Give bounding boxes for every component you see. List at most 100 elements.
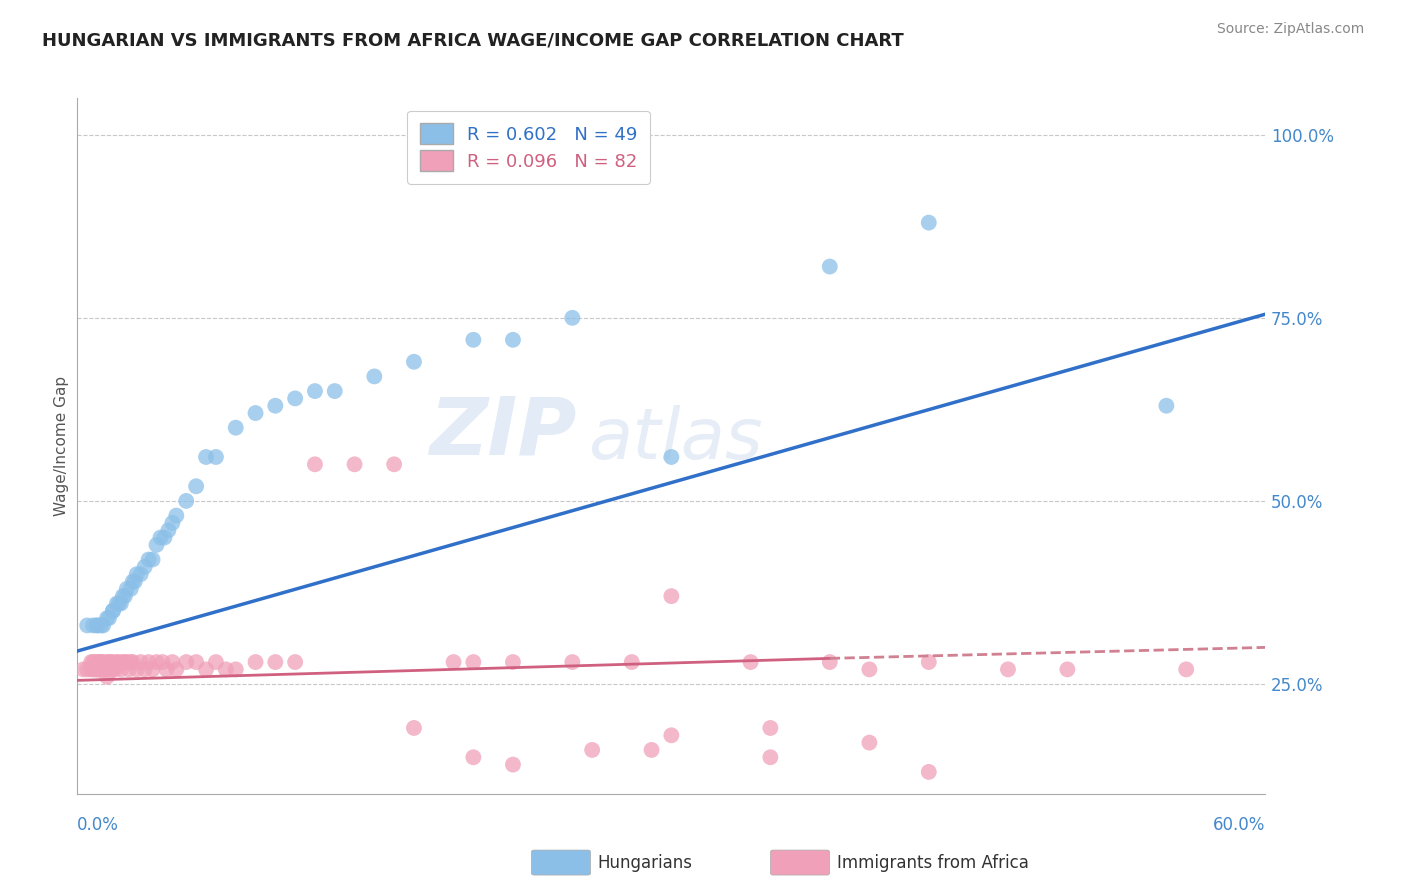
Point	[86, 662, 108, 676]
Point	[186, 479, 208, 493]
Point	[561, 310, 583, 325]
Point	[80, 662, 103, 676]
Point	[759, 721, 782, 735]
Text: 0.0%: 0.0%	[77, 816, 120, 834]
Point	[120, 655, 142, 669]
Point	[620, 655, 643, 669]
Point	[205, 655, 228, 669]
Point	[463, 655, 485, 669]
Point	[502, 333, 524, 347]
Point	[114, 655, 136, 669]
Point	[101, 604, 124, 618]
Point	[818, 260, 841, 274]
Point	[997, 662, 1019, 676]
Point	[129, 655, 152, 669]
Point	[82, 655, 104, 669]
Point	[759, 750, 782, 764]
Point	[72, 662, 94, 676]
Point	[86, 662, 108, 676]
Point	[581, 743, 603, 757]
Point	[284, 655, 307, 669]
Point	[118, 662, 141, 676]
Point	[98, 611, 121, 625]
Point	[90, 618, 112, 632]
Point	[86, 618, 108, 632]
Point	[115, 655, 138, 669]
Point	[165, 662, 187, 676]
Point	[402, 355, 425, 369]
Text: Source: ZipAtlas.com: Source: ZipAtlas.com	[1216, 22, 1364, 37]
Text: Hungarians: Hungarians	[598, 854, 693, 871]
Point	[402, 721, 425, 735]
Point	[1056, 662, 1078, 676]
Point	[96, 670, 118, 684]
Point	[100, 655, 122, 669]
Point	[284, 392, 307, 406]
Point	[86, 662, 108, 676]
Point	[304, 384, 326, 398]
Point	[110, 597, 132, 611]
Point	[323, 384, 346, 398]
Point	[125, 662, 148, 676]
Point	[138, 655, 160, 669]
Point	[115, 582, 138, 596]
Point	[149, 531, 172, 545]
Point	[661, 589, 683, 603]
Point	[225, 662, 247, 676]
Point	[174, 655, 197, 669]
Point	[108, 655, 131, 669]
Point	[87, 662, 110, 676]
Point	[205, 450, 228, 464]
Point	[91, 655, 114, 669]
Y-axis label: Wage/Income Gap: Wage/Income Gap	[53, 376, 69, 516]
Point	[186, 655, 208, 669]
Point	[76, 662, 98, 676]
Point	[740, 655, 762, 669]
Point	[120, 582, 142, 596]
Point	[98, 655, 121, 669]
Point	[87, 655, 110, 669]
Point	[86, 618, 108, 632]
Point	[858, 736, 880, 750]
Point	[215, 662, 238, 676]
Point	[153, 531, 176, 545]
Text: Immigrants from Africa: Immigrants from Africa	[837, 854, 1028, 871]
Point	[174, 494, 197, 508]
Point	[124, 574, 146, 589]
Point	[561, 655, 583, 669]
Point	[108, 597, 131, 611]
Point	[101, 655, 124, 669]
Point	[343, 458, 366, 472]
Legend: R = 0.602   N = 49, R = 0.096   N = 82: R = 0.602 N = 49, R = 0.096 N = 82	[408, 111, 650, 184]
Point	[90, 655, 112, 669]
Point	[96, 611, 118, 625]
Point	[101, 604, 124, 618]
Point	[80, 655, 103, 669]
Point	[502, 757, 524, 772]
Point	[918, 216, 941, 230]
Point	[142, 552, 165, 566]
Point	[918, 655, 941, 669]
Point	[152, 655, 174, 669]
Point	[82, 618, 104, 632]
Point	[1156, 399, 1178, 413]
Point	[443, 655, 465, 669]
Point	[94, 662, 117, 676]
Point	[105, 655, 128, 669]
Point	[84, 655, 107, 669]
Point	[96, 662, 118, 676]
Point	[858, 662, 880, 676]
Point	[264, 399, 287, 413]
Point	[162, 516, 184, 530]
Point	[86, 655, 108, 669]
Point	[661, 728, 683, 742]
Point	[111, 655, 134, 669]
Point	[100, 662, 122, 676]
Point	[82, 662, 104, 676]
Point	[918, 764, 941, 779]
Point	[91, 662, 114, 676]
Text: atlas: atlas	[588, 405, 763, 474]
Point	[134, 559, 156, 574]
Point	[162, 655, 184, 669]
Point	[125, 567, 148, 582]
